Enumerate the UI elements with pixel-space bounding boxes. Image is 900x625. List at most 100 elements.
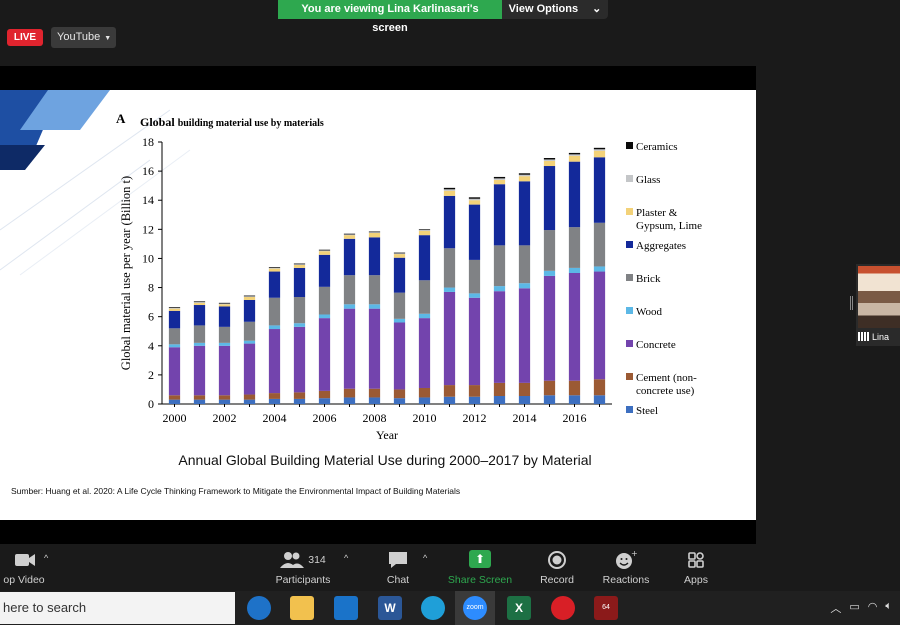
zoom-app-icon[interactable]: zoom xyxy=(463,596,487,620)
bar-segment xyxy=(368,231,381,233)
chat-button[interactable]: Chat xyxy=(378,550,418,586)
legend-swatch xyxy=(626,208,633,215)
bar-segment xyxy=(243,343,256,395)
participants-button[interactable]: 314 Participants xyxy=(268,550,338,586)
bar-segment xyxy=(293,326,306,393)
bar-segment xyxy=(593,150,606,158)
legend-label: Steel xyxy=(636,405,658,417)
bar-segment xyxy=(568,155,581,162)
bar-segment xyxy=(418,313,431,319)
bar-segment xyxy=(343,397,356,404)
bar-segment xyxy=(518,283,531,289)
livestream-platform-button[interactable]: YouTube ▼ xyxy=(51,27,116,48)
bar-segment xyxy=(518,173,531,175)
bar-segment xyxy=(343,233,356,235)
apps-label: Apps xyxy=(684,574,708,586)
bar-segment xyxy=(568,380,581,396)
bar-segment xyxy=(543,395,556,404)
bar-segment xyxy=(368,237,381,276)
drag-handle[interactable] xyxy=(850,296,853,310)
wifi-icon[interactable]: ◠ xyxy=(867,601,878,613)
bar-segment xyxy=(218,395,231,400)
legend-swatch xyxy=(626,340,633,347)
bar-segment xyxy=(393,254,406,258)
bar-segment xyxy=(493,291,506,383)
slide-source-citation: Sumber: Huang et al. 2020: A Life Cycle … xyxy=(11,486,461,496)
panel-label: A xyxy=(116,111,126,126)
share-screen-button[interactable]: ⬆ Share Screen xyxy=(447,550,513,586)
legend-swatch xyxy=(626,175,633,182)
legend-swatch xyxy=(626,142,633,149)
bar-segment xyxy=(218,303,231,305)
legend-label: Brick xyxy=(636,273,661,285)
bar-segment xyxy=(493,395,506,404)
bar-segment xyxy=(443,248,456,288)
bar-segment xyxy=(343,275,356,305)
view-options-button[interactable]: View Options ⌄ xyxy=(502,0,608,19)
network-icon[interactable]: ▭ xyxy=(849,601,860,613)
opera-browser-icon[interactable] xyxy=(551,596,575,620)
bar-segment xyxy=(193,325,206,343)
bar-segment xyxy=(543,230,556,271)
app-with-badge-icon[interactable]: 64 xyxy=(594,596,618,620)
bar-segment xyxy=(268,393,281,399)
chevron-down-icon: ⌄ xyxy=(592,3,602,15)
slide-decoration-shapes xyxy=(0,90,191,276)
bar-segment xyxy=(343,234,356,236)
participants-options-caret-icon[interactable]: ^ xyxy=(344,553,349,563)
bar-segment xyxy=(518,174,531,177)
mail-icon[interactable] xyxy=(334,596,358,620)
bar-segment xyxy=(318,250,331,252)
bar-segment xyxy=(443,291,456,386)
bar-segment xyxy=(493,176,506,179)
bar-segment xyxy=(468,197,481,199)
bar-segment xyxy=(468,293,481,298)
chat-label: Chat xyxy=(386,574,410,586)
bar-segment xyxy=(493,286,506,292)
volume-icon[interactable]: 🔈︎ xyxy=(885,600,892,612)
bar-segment xyxy=(393,318,406,323)
bar-segment xyxy=(218,306,231,327)
bar-segment xyxy=(243,394,256,400)
teams-chat-icon[interactable] xyxy=(247,596,271,620)
chat-bubble-icon xyxy=(389,552,407,568)
x-tick-label: 2014 xyxy=(513,411,537,425)
bar-segment xyxy=(293,297,306,324)
svg-text:+: + xyxy=(631,550,637,558)
video-options-caret-icon[interactable]: ^ xyxy=(44,553,49,563)
bar-segment xyxy=(218,345,231,396)
bar-segment xyxy=(293,267,306,298)
legend-label: Plaster & Gypsum, Lime xyxy=(636,207,702,232)
record-label: Record xyxy=(540,574,574,586)
y-tick-label: 14 xyxy=(142,193,154,207)
chat-options-caret-icon[interactable]: ^ xyxy=(423,553,428,563)
y-tick-label: 16 xyxy=(142,164,154,178)
bar-segment xyxy=(468,385,481,397)
bar-segment xyxy=(443,187,456,190)
bar-segment xyxy=(343,304,356,309)
bar-segment xyxy=(293,263,306,265)
bar-segment xyxy=(593,395,606,404)
bar-segment xyxy=(193,345,206,396)
bar-segment xyxy=(393,292,406,319)
apps-button[interactable]: Apps xyxy=(680,550,712,586)
taskbar-search-box[interactable]: here to search xyxy=(0,592,235,624)
edge-browser-icon[interactable] xyxy=(421,596,445,620)
bar-segment xyxy=(168,344,181,348)
excel-icon[interactable]: X xyxy=(507,596,531,620)
reactions-button[interactable]: + Reactions xyxy=(600,550,652,586)
bar-segment xyxy=(518,245,531,284)
x-axis-label: Year xyxy=(376,428,398,442)
bar-segment xyxy=(368,308,381,389)
bar-segment xyxy=(418,229,431,231)
caret-down-icon: ▼ xyxy=(104,35,112,42)
stop-video-button[interactable]: op Video xyxy=(0,550,48,586)
record-button[interactable]: Record xyxy=(536,550,578,586)
chevron-up-icon[interactable]: ︿ xyxy=(830,603,842,615)
bar-segment xyxy=(543,380,556,396)
participant-video-tile[interactable]: Lina xyxy=(856,264,900,346)
presentation-slide: A Global building material use by materia… xyxy=(0,90,756,520)
legend-label: Cement (non-concrete use) xyxy=(636,372,697,397)
file-explorer-icon[interactable] xyxy=(290,596,314,620)
word-icon[interactable]: W xyxy=(378,596,402,620)
